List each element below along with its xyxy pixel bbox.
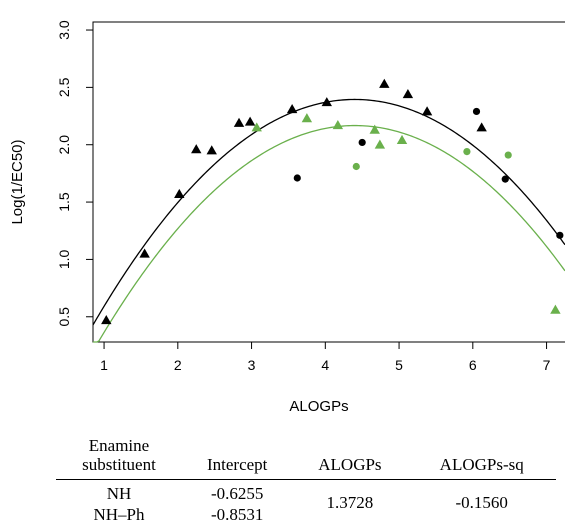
substituent-nh-ph: NH–Ph <box>93 505 145 524</box>
y-axis-title: Log(1/EC50) <box>9 139 26 224</box>
header-intercept: Intercept <box>182 436 293 480</box>
x-tick-label: 4 <box>321 357 329 373</box>
alogps-cell: 1.3728 <box>326 493 374 512</box>
header-substituent: Enamine substituent <box>56 436 182 480</box>
header-alogps: ALOGPs <box>292 436 408 480</box>
x-tick-label: 2 <box>174 357 182 373</box>
plot-frame <box>92 21 565 343</box>
y-tick-label: 3.0 <box>56 20 72 40</box>
intercept-cell: -0.6255 -0.8531 <box>182 480 292 526</box>
data-point-circle-s2-5 <box>556 231 564 239</box>
data-point-triangle-s1-9 <box>321 97 332 107</box>
data-point-triangle-s1-2 <box>139 248 150 258</box>
x-tick-label: 5 <box>395 357 403 373</box>
data-point-circle-s4-1 <box>352 162 360 171</box>
substituent-nh: NH <box>106 484 132 503</box>
data-point-triangle-s1-4 <box>191 144 202 154</box>
y-tick-label: 2.0 <box>56 135 72 155</box>
x-tick-label: 3 <box>248 357 256 373</box>
data-point-circle-s2-1 <box>293 174 301 182</box>
data-point-triangle-s1-11 <box>402 89 414 99</box>
y-tick-label: 1.0 <box>56 249 72 269</box>
x-axis-title: ALOGPs <box>289 398 348 415</box>
data-point-circle-s4-2 <box>463 148 471 156</box>
alogps-sq-cell: -0.1560 <box>455 493 508 512</box>
x-tick-label: 7 <box>543 357 551 373</box>
data-point-triangle-s3-2 <box>301 113 313 123</box>
data-point-triangle-s1-12 <box>421 106 433 116</box>
y-tick-label: 0.5 <box>56 307 72 327</box>
data-point-triangle-s1-1 <box>101 315 112 325</box>
header-substituent-line1: Enamine <box>88 436 150 455</box>
x-tick-label: 6 <box>469 357 477 373</box>
coefficient-table: Enamine substituent Intercept ALOGPs ALO… <box>56 436 556 525</box>
data-point-triangle-s3-3 <box>332 120 344 130</box>
data-point-triangle-s3-5 <box>374 139 386 149</box>
data-point-triangle-s1-7 <box>244 116 256 126</box>
fit-curve-2 <box>93 124 565 343</box>
data-point-triangle-s3-4 <box>369 124 380 134</box>
header-alogps-sq: ALOGPs-sq <box>407 436 556 480</box>
substituent-cell: NH NH–Ph <box>56 480 182 526</box>
fit-curve-1 <box>92 98 565 326</box>
x-tick-label: 1 <box>100 357 108 373</box>
data-point-circle-s4-3 <box>504 151 512 159</box>
y-tick-label: 1.5 <box>56 192 72 212</box>
data-point-triangle-s1-13 <box>476 122 487 132</box>
data-point-triangle-s3-7 <box>550 304 561 314</box>
table-row: NH NH–Ph -0.6255 -0.8531 1.3728 -0.1560 <box>56 480 556 526</box>
data-point-triangle-s1-6 <box>233 117 245 127</box>
data-point-circle-s2-4 <box>501 175 509 183</box>
intercept-nh: -0.6255 <box>210 484 264 503</box>
data-point-triangle-s1-10 <box>379 78 390 88</box>
data-point-triangle-s1-8 <box>286 103 298 114</box>
y-tick-label: 2.5 <box>56 77 72 97</box>
scatter-plot: 1 2 3 4 5 6 7 0.5 1.0 1.5 2.0 2.5 3.0 ALOGPs Log(1/E… <box>9 20 565 415</box>
data-point-triangle-s3-6 <box>396 134 408 145</box>
data-point-triangle-s1-5 <box>206 145 217 155</box>
intercept-nh-ph: -0.8531 <box>210 505 264 524</box>
table-header-row: Enamine substituent Intercept ALOGPs ALO… <box>56 436 556 480</box>
data-point-triangle-s3-1 <box>251 122 262 132</box>
data-point-triangle-s1-3 <box>174 188 185 198</box>
data-point-circle-s2-3 <box>472 107 481 116</box>
data-point-circle-s2-2 <box>358 138 366 147</box>
header-substituent-line2: substituent <box>82 455 156 474</box>
